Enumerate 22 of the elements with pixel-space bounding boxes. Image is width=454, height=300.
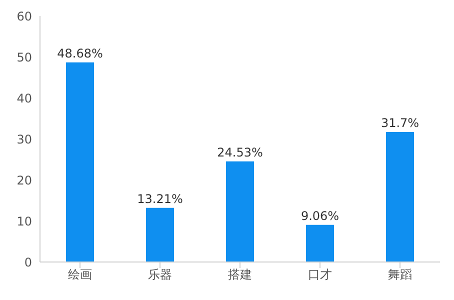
data-label: 9.06% xyxy=(300,208,340,223)
x-tick-label: 舞蹈 xyxy=(388,268,412,282)
y-tick-label: 60 xyxy=(16,9,32,24)
bar xyxy=(146,208,174,262)
data-label: 31.7% xyxy=(380,116,420,130)
y-tick-label: 40 xyxy=(16,91,32,106)
y-tick-label: 10 xyxy=(16,214,32,228)
x-tick-label: 乐器 xyxy=(148,268,172,282)
bar xyxy=(306,224,334,262)
data-label: 24.53% xyxy=(217,145,263,160)
x-tick-label: 搭建 xyxy=(228,268,252,282)
y-tick-label: 0 xyxy=(24,255,32,270)
data-label: 13.21% xyxy=(137,192,183,206)
data-label: 48.68% xyxy=(57,46,103,60)
x-tick-label: 绘画 xyxy=(68,268,92,282)
bar xyxy=(226,161,254,262)
bar xyxy=(386,132,414,262)
y-tick-label: 30 xyxy=(16,132,32,146)
y-tick-label: 50 xyxy=(16,50,32,64)
bar xyxy=(66,62,94,262)
x-tick-label: 口才 xyxy=(308,268,332,282)
y-tick-label: 20 xyxy=(16,173,32,188)
